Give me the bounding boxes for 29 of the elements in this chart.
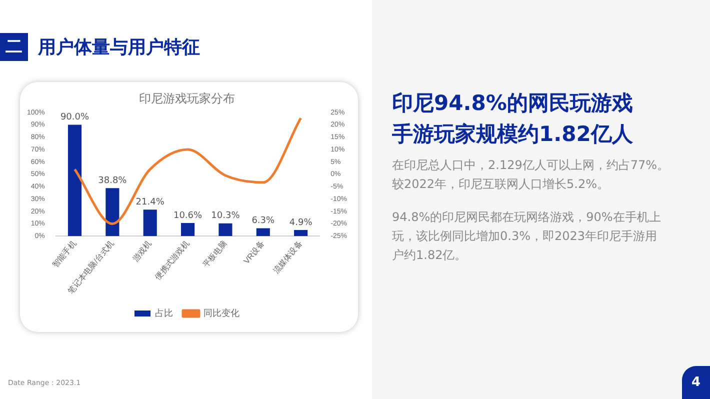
data-label: 10.3% — [211, 211, 240, 222]
legend-label: 占比 — [155, 308, 173, 318]
x-tick-label: VR设备 — [242, 239, 266, 266]
chart-title: 印尼游戏玩家分布 — [139, 91, 235, 106]
bar — [106, 188, 120, 236]
x-tick-label: 智能手机 — [50, 239, 78, 270]
bar — [218, 223, 232, 236]
bar — [68, 124, 82, 236]
x-tick-label: 流媒体设备 — [271, 239, 304, 276]
data-label: 21.4% — [136, 197, 165, 208]
text: 4 — [682, 366, 710, 399]
x-tick-label: 便携式游戏机 — [153, 239, 191, 282]
text: 用户体量与用户特征 — [38, 36, 200, 59]
text: 94.8%的印尼网民都在玩网络游戏，90%在手机上玩，该比例同比增加0.3%，即2023年印尼手游用户约1.82亿。 — [392, 209, 662, 264]
data-label: 4.9% — [289, 218, 313, 228]
bar — [143, 210, 157, 236]
x-tick-label: 游戏机 — [131, 239, 154, 264]
data-label: 38.8% — [98, 176, 128, 186]
text: 二 — [0, 33, 28, 61]
text: 印尼94.8%的网民玩游戏手游玩家规模约1.82亿人 — [392, 90, 634, 148]
x-tick-label: 平板电脑 — [201, 239, 229, 270]
bar — [181, 222, 195, 236]
legend-label: 同比变化 — [204, 308, 240, 318]
data-label: 10.6% — [173, 210, 203, 221]
data-label: 90.0% — [60, 112, 90, 123]
data-label: 6.3% — [252, 216, 276, 226]
bar — [294, 230, 308, 236]
bar — [256, 228, 270, 236]
text: 在印尼总人口中，2.129亿人可以上网，约占77%。较2022年，印尼互联网人口增长5.2%。 — [392, 157, 670, 193]
